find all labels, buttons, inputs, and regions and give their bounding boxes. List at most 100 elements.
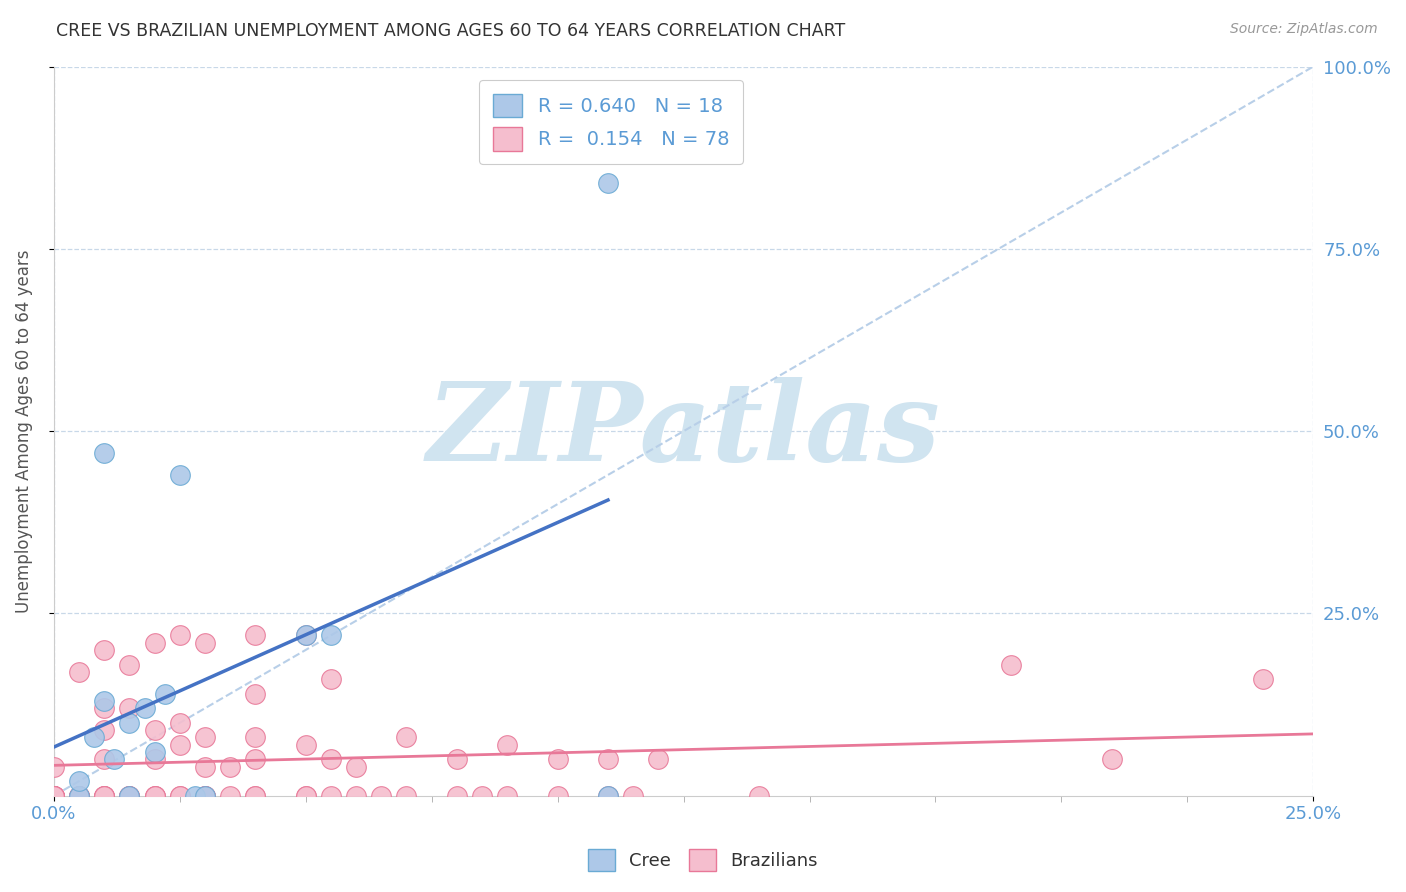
Point (169, 738, 191, 752)
Point (245, 789, 267, 803)
Point (294, 628, 316, 642)
Point (169, 789, 191, 803)
Point (42, 759, 65, 773)
Point (42, 789, 65, 803)
Point (118, 789, 141, 803)
Point (93, 701, 115, 715)
Point (93, 694, 115, 708)
Point (219, 759, 242, 773)
Point (118, 701, 141, 715)
Point (294, 628, 316, 642)
Point (93, 723, 115, 738)
Point (143, 789, 166, 803)
Point (1101, 752, 1123, 766)
Point (647, 752, 669, 766)
Point (93, 446, 115, 460)
Point (245, 752, 267, 766)
Point (319, 628, 342, 642)
Point (596, 176, 619, 190)
Point (319, 672, 342, 686)
Point (83, 731, 105, 745)
Point (547, 752, 569, 766)
Point (596, 789, 619, 803)
Point (596, 752, 619, 766)
Point (1000, 657, 1022, 672)
Point (143, 752, 166, 766)
Point (42, 789, 65, 803)
Point (134, 701, 156, 715)
Point (294, 738, 316, 752)
Point (67, 789, 90, 803)
Point (42, 789, 65, 803)
Y-axis label: Unemployment Among Ages 60 to 64 years: Unemployment Among Ages 60 to 64 years (15, 250, 32, 613)
Legend: Cree, Brazilians: Cree, Brazilians (581, 842, 825, 879)
Point (194, 635, 217, 649)
Point (153, 687, 176, 701)
Point (118, 715, 141, 730)
Point (67, 774, 90, 789)
Point (169, 789, 191, 803)
Point (118, 789, 141, 803)
Point (496, 738, 519, 752)
Point (194, 731, 217, 745)
Point (169, 467, 191, 482)
Point (93, 789, 115, 803)
Point (596, 789, 619, 803)
Point (194, 789, 217, 803)
Point (118, 657, 141, 672)
Point (294, 789, 316, 803)
Point (1251, 672, 1274, 686)
Point (395, 731, 418, 745)
Point (194, 789, 217, 803)
Point (194, 759, 217, 773)
Point (42, 789, 65, 803)
Point (219, 789, 242, 803)
Point (319, 752, 342, 766)
Point (245, 731, 267, 745)
Text: Source: ZipAtlas.com: Source: ZipAtlas.com (1230, 22, 1378, 37)
Point (93, 643, 115, 657)
Point (245, 628, 267, 642)
Point (118, 789, 141, 803)
Point (118, 789, 141, 803)
Point (344, 789, 367, 803)
Text: CREE VS BRAZILIAN UNEMPLOYMENT AMONG AGES 60 TO 64 YEARS CORRELATION CHART: CREE VS BRAZILIAN UNEMPLOYMENT AMONG AGE… (56, 22, 845, 40)
Point (143, 745, 166, 759)
Point (496, 789, 519, 803)
Legend: R = 0.640   N = 18, R =  0.154   N = 78: R = 0.640 N = 18, R = 0.154 N = 78 (479, 80, 742, 164)
Point (143, 789, 166, 803)
Point (143, 723, 166, 738)
Point (103, 752, 125, 766)
Point (93, 789, 115, 803)
Point (446, 752, 468, 766)
Point (547, 789, 569, 803)
Point (344, 759, 367, 773)
Point (169, 628, 191, 642)
Point (143, 635, 166, 649)
Point (319, 789, 342, 803)
Point (67, 789, 90, 803)
Text: ZIPatlas: ZIPatlas (426, 377, 941, 485)
Point (93, 752, 115, 766)
Point (194, 789, 217, 803)
Point (67, 789, 90, 803)
Point (621, 789, 644, 803)
Point (93, 789, 115, 803)
Point (93, 789, 115, 803)
Point (67, 665, 90, 679)
Point (184, 789, 207, 803)
Point (245, 789, 267, 803)
Point (245, 687, 267, 701)
Point (67, 789, 90, 803)
Point (294, 789, 316, 803)
Point (748, 789, 770, 803)
Point (370, 789, 392, 803)
Point (194, 789, 217, 803)
Point (169, 715, 191, 730)
Point (143, 789, 166, 803)
Point (42, 789, 65, 803)
Point (42, 789, 65, 803)
Point (471, 789, 494, 803)
Point (42, 789, 65, 803)
Point (395, 789, 418, 803)
